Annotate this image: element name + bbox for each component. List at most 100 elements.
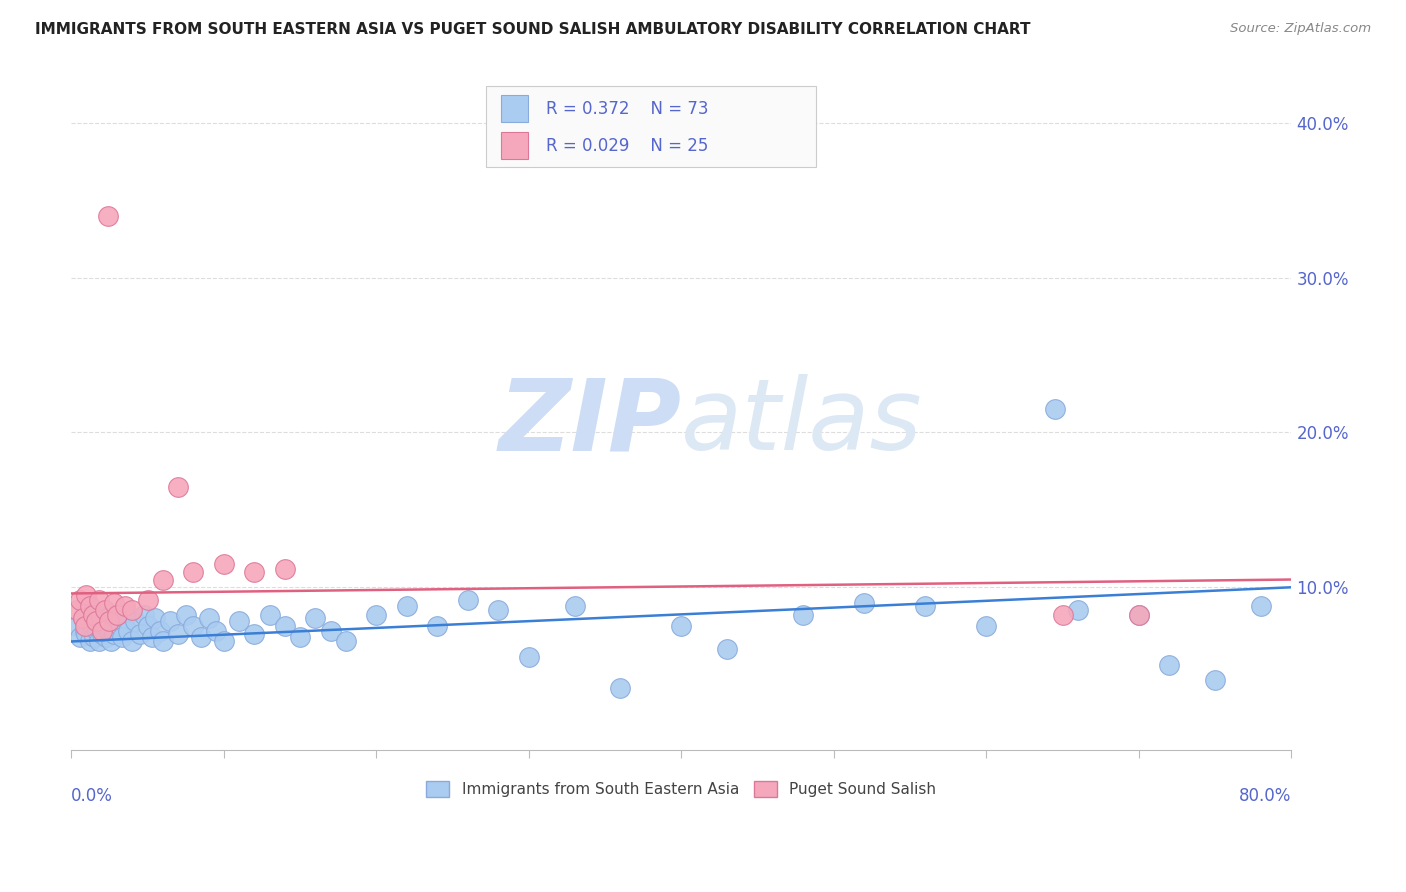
Point xyxy=(98,624,121,638)
Point xyxy=(1159,657,1181,672)
Point xyxy=(101,615,124,629)
Point xyxy=(1204,673,1226,688)
Point xyxy=(564,599,586,613)
Point xyxy=(181,619,204,633)
Point xyxy=(457,592,479,607)
Point xyxy=(84,615,107,629)
Point xyxy=(212,557,235,571)
Point xyxy=(128,626,150,640)
Point xyxy=(181,565,204,579)
Point xyxy=(97,209,120,223)
Point xyxy=(87,634,110,648)
Point xyxy=(117,624,139,638)
Point xyxy=(90,626,112,640)
Point xyxy=(197,611,219,625)
Point xyxy=(1067,603,1090,617)
Point xyxy=(76,588,98,602)
Point xyxy=(69,592,91,607)
Text: R = 0.029    N = 25: R = 0.029 N = 25 xyxy=(546,136,709,154)
Point xyxy=(97,611,120,625)
Point xyxy=(79,599,101,613)
Text: R = 0.372    N = 73: R = 0.372 N = 73 xyxy=(546,100,709,118)
Text: 0.0%: 0.0% xyxy=(72,788,112,805)
Point xyxy=(114,611,136,625)
Point xyxy=(243,626,266,640)
Point xyxy=(914,599,936,613)
Point xyxy=(77,615,100,629)
Point xyxy=(105,608,128,623)
Point xyxy=(121,603,143,617)
FancyBboxPatch shape xyxy=(501,132,527,159)
Point xyxy=(94,603,117,617)
Point xyxy=(174,608,197,623)
Point xyxy=(83,630,105,644)
Point xyxy=(66,619,89,633)
Point xyxy=(136,592,159,607)
Point xyxy=(288,630,311,644)
Point xyxy=(486,603,509,617)
Point xyxy=(103,596,125,610)
Point xyxy=(1128,608,1150,623)
Point xyxy=(517,649,540,664)
Point xyxy=(124,615,146,629)
Point xyxy=(103,626,125,640)
Point xyxy=(716,642,738,657)
Point xyxy=(90,624,112,638)
Point xyxy=(671,619,693,633)
Point xyxy=(1250,599,1272,613)
Point xyxy=(79,634,101,648)
Point xyxy=(73,619,96,633)
Point xyxy=(319,624,342,638)
Point xyxy=(98,615,121,629)
Point xyxy=(304,611,326,625)
Point xyxy=(152,573,174,587)
Point xyxy=(212,634,235,648)
Point xyxy=(96,630,118,644)
Point xyxy=(167,480,190,494)
Point xyxy=(243,565,266,579)
Point xyxy=(335,634,357,648)
Point xyxy=(134,608,156,623)
Point xyxy=(69,630,91,644)
FancyBboxPatch shape xyxy=(501,95,527,122)
Point xyxy=(72,611,94,625)
Point xyxy=(91,608,114,623)
Point xyxy=(853,596,876,610)
Point xyxy=(274,562,297,576)
Point xyxy=(1052,608,1074,623)
Point xyxy=(121,634,143,648)
Point xyxy=(114,599,136,613)
Point xyxy=(84,611,107,625)
Point xyxy=(1128,608,1150,623)
FancyBboxPatch shape xyxy=(486,86,815,168)
Point xyxy=(72,611,94,625)
Point xyxy=(259,608,281,623)
Point xyxy=(426,619,449,633)
Point xyxy=(976,619,998,633)
Point xyxy=(143,611,166,625)
Point xyxy=(94,619,117,633)
Text: atlas: atlas xyxy=(682,375,922,471)
Point xyxy=(609,681,631,695)
Point xyxy=(395,599,418,613)
Point xyxy=(366,608,388,623)
Point xyxy=(792,608,814,623)
Point xyxy=(274,619,297,633)
Point xyxy=(82,608,104,623)
Point xyxy=(190,630,212,644)
Point xyxy=(82,619,104,633)
Point xyxy=(167,626,190,640)
Legend: Immigrants from South Eastern Asia, Puget Sound Salish: Immigrants from South Eastern Asia, Puge… xyxy=(420,775,942,804)
Point xyxy=(87,592,110,607)
Point xyxy=(159,615,181,629)
Point xyxy=(100,634,122,648)
Text: 80.0%: 80.0% xyxy=(1239,788,1292,805)
Point xyxy=(89,615,111,629)
Text: Source: ZipAtlas.com: Source: ZipAtlas.com xyxy=(1230,22,1371,36)
Point xyxy=(105,608,128,623)
Point xyxy=(205,624,228,638)
Text: IMMIGRANTS FROM SOUTH EASTERN ASIA VS PUGET SOUND SALISH AMBULATORY DISABILITY C: IMMIGRANTS FROM SOUTH EASTERN ASIA VS PU… xyxy=(35,22,1031,37)
Point xyxy=(66,603,89,617)
Text: ZIP: ZIP xyxy=(498,375,682,471)
Point xyxy=(86,624,108,638)
